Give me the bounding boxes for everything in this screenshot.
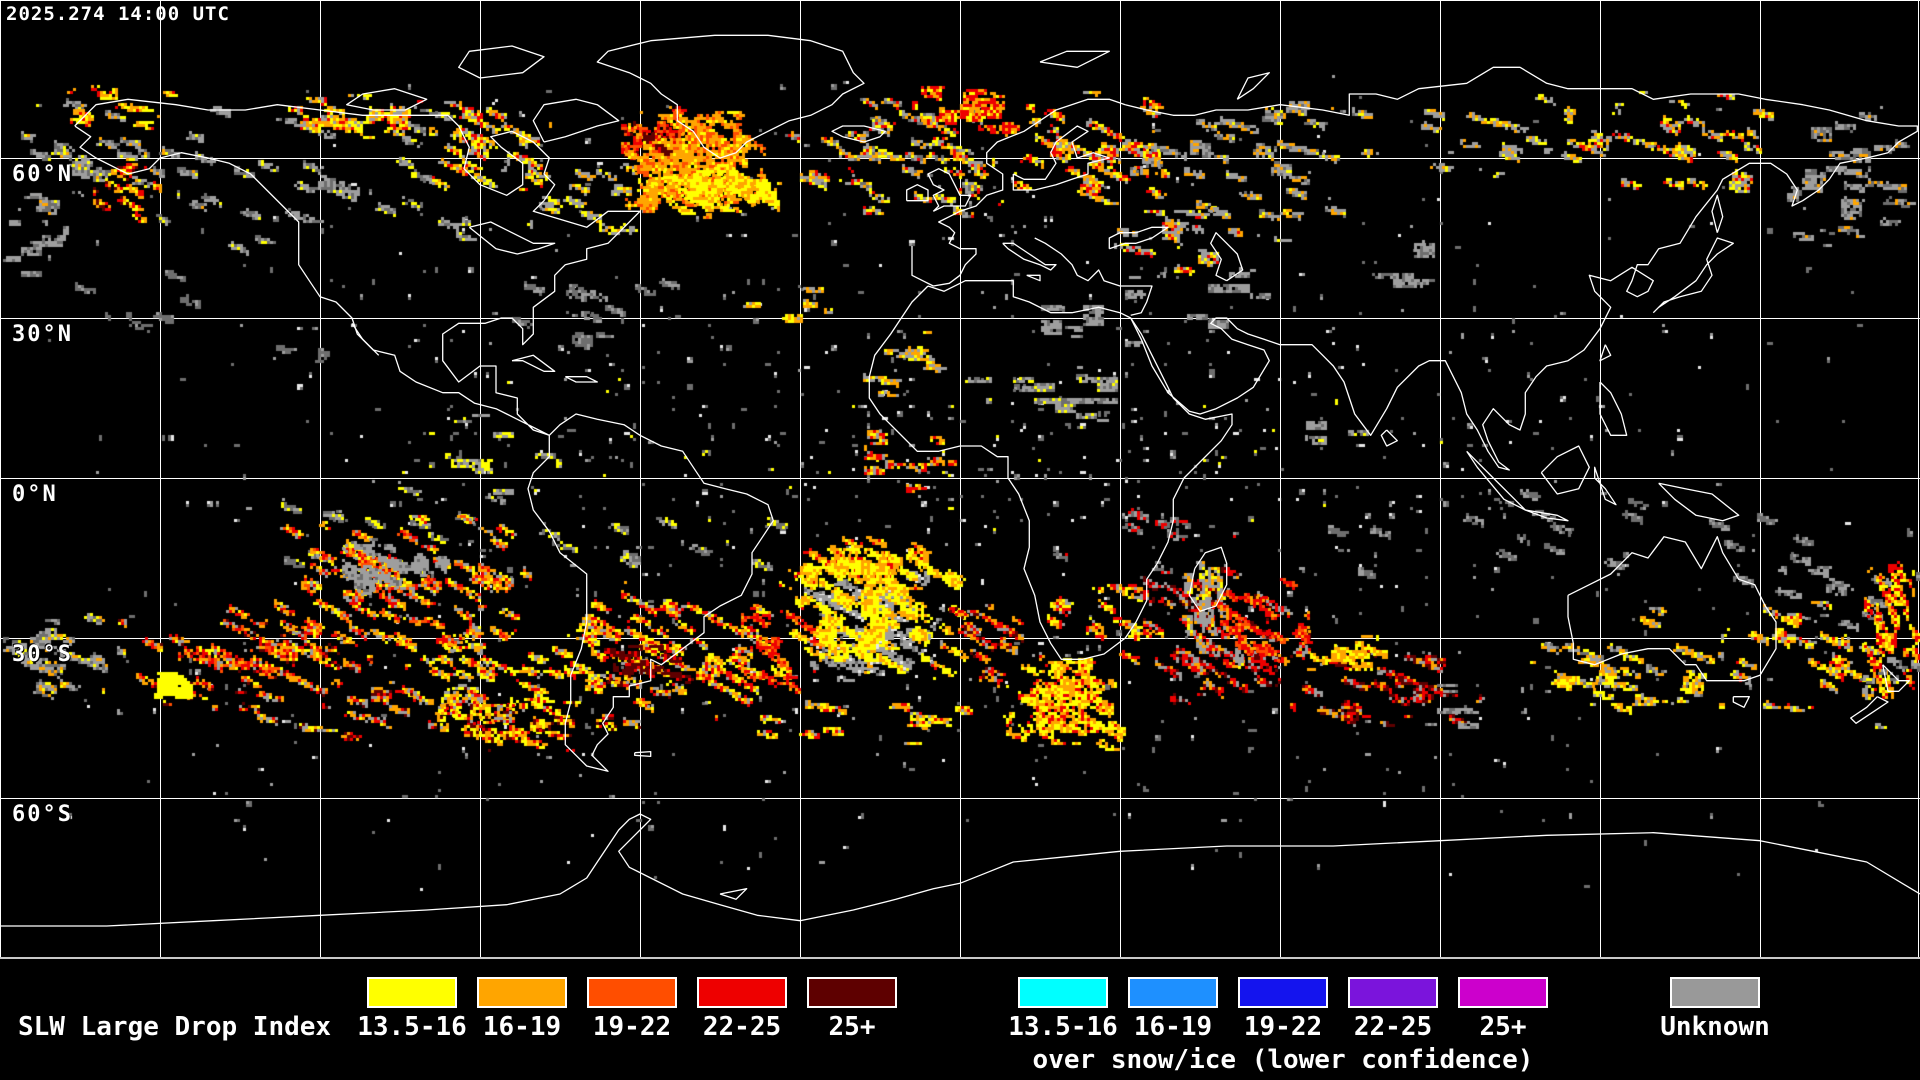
latitude-label: 30°N [12, 322, 73, 347]
map-footer-divider [0, 957, 1920, 959]
legend-range-label: 22-25 [1353, 1012, 1433, 1042]
coastline [351, 322, 380, 356]
legend-swatch-unknown [1670, 977, 1760, 1008]
legend-range-label: 25+ [828, 1012, 876, 1042]
coastline [0, 813, 1920, 927]
coastline [1026, 274, 1041, 282]
coastline [1599, 344, 1612, 362]
coastline [1002, 242, 1057, 271]
legend-swatch-slw-1 [477, 977, 567, 1008]
coastline [1652, 237, 1734, 314]
legend-range-label: 13.5-16 [1008, 1012, 1118, 1042]
legend-range-label: 16-19 [482, 1012, 562, 1042]
coastline [565, 376, 598, 383]
legend-caption-snow-ice: over snow/ice (lower confidence) [1032, 1045, 1534, 1075]
coastline [1658, 482, 1740, 522]
coastline [1034, 237, 1153, 316]
coastline [1599, 381, 1628, 436]
legend-range-label: 19-22 [1243, 1012, 1323, 1042]
coastline [1236, 72, 1270, 100]
coastline [596, 34, 865, 159]
coastline [1882, 664, 1910, 692]
coastline [831, 125, 886, 143]
coastline [1125, 66, 1918, 471]
coastline [1108, 226, 1169, 250]
timestamp: 2025.274 14:00 UTC [6, 3, 230, 25]
legend-swatch-slw-2 [587, 977, 677, 1008]
coastlines-layer [0, 34, 1920, 927]
coastline [74, 98, 641, 436]
legend-range-label: 22-25 [702, 1012, 782, 1042]
coastline [1540, 445, 1590, 495]
coastline [719, 888, 748, 900]
coastline [1039, 50, 1110, 68]
legend-swatch-slw-4 [807, 977, 897, 1008]
latitude-label: 60°S [12, 802, 73, 827]
coastline [1380, 429, 1398, 447]
coastline [906, 184, 929, 202]
legend-range-label: 25+ [1479, 1012, 1527, 1042]
coastline [1466, 450, 1526, 511]
legend-range-label: 16-19 [1133, 1012, 1213, 1042]
coastline [634, 750, 652, 758]
coastline [927, 168, 972, 212]
legend-swatch-snow-ice-0 [1018, 977, 1108, 1008]
coastline [1850, 696, 1889, 724]
latitude-label: 60°N [12, 162, 73, 187]
coastline [1012, 125, 1110, 191]
coastline [458, 45, 545, 79]
coastline [468, 221, 556, 255]
coastline [1711, 194, 1724, 233]
legend-label-unknown: Unknown [1660, 1012, 1770, 1042]
slw-data-layer [0, 0, 1920, 958]
coastline [1188, 546, 1228, 612]
world-map: 60°N 30°N 0°N 30°S 60°S 2025.274 14:00 UTC [0, 0, 1920, 958]
legend-swatch-snow-ice-4 [1458, 977, 1548, 1008]
legend-range-label: 13.5-16 [357, 1012, 467, 1042]
coastline [1732, 696, 1750, 708]
legend-title-slw: SLW Large Drop Index [18, 1012, 332, 1042]
legend-swatch-snow-ice-1 [1128, 977, 1218, 1008]
coastline [911, 98, 1126, 287]
legend-swatch-slw-0 [367, 977, 457, 1008]
coastline [511, 354, 556, 372]
legend-swatch-snow-ice-2 [1238, 977, 1328, 1008]
legend: SLW Large Drop Index over snow/ice (lowe… [0, 959, 1920, 1080]
coastline [532, 98, 620, 143]
latitude-label: 30°S [12, 642, 73, 667]
coastline [527, 413, 774, 772]
coastline [1594, 466, 1617, 506]
coastline [346, 88, 428, 111]
legend-swatch-slw-3 [697, 977, 787, 1008]
latitude-label: 0°N [12, 482, 58, 507]
legend-swatch-snow-ice-3 [1348, 977, 1438, 1008]
coastline [1525, 509, 1569, 522]
coastline [1210, 232, 1244, 282]
coastline [1567, 536, 1777, 682]
legend-range-label: 19-22 [592, 1012, 672, 1042]
coastline [868, 280, 1233, 660]
